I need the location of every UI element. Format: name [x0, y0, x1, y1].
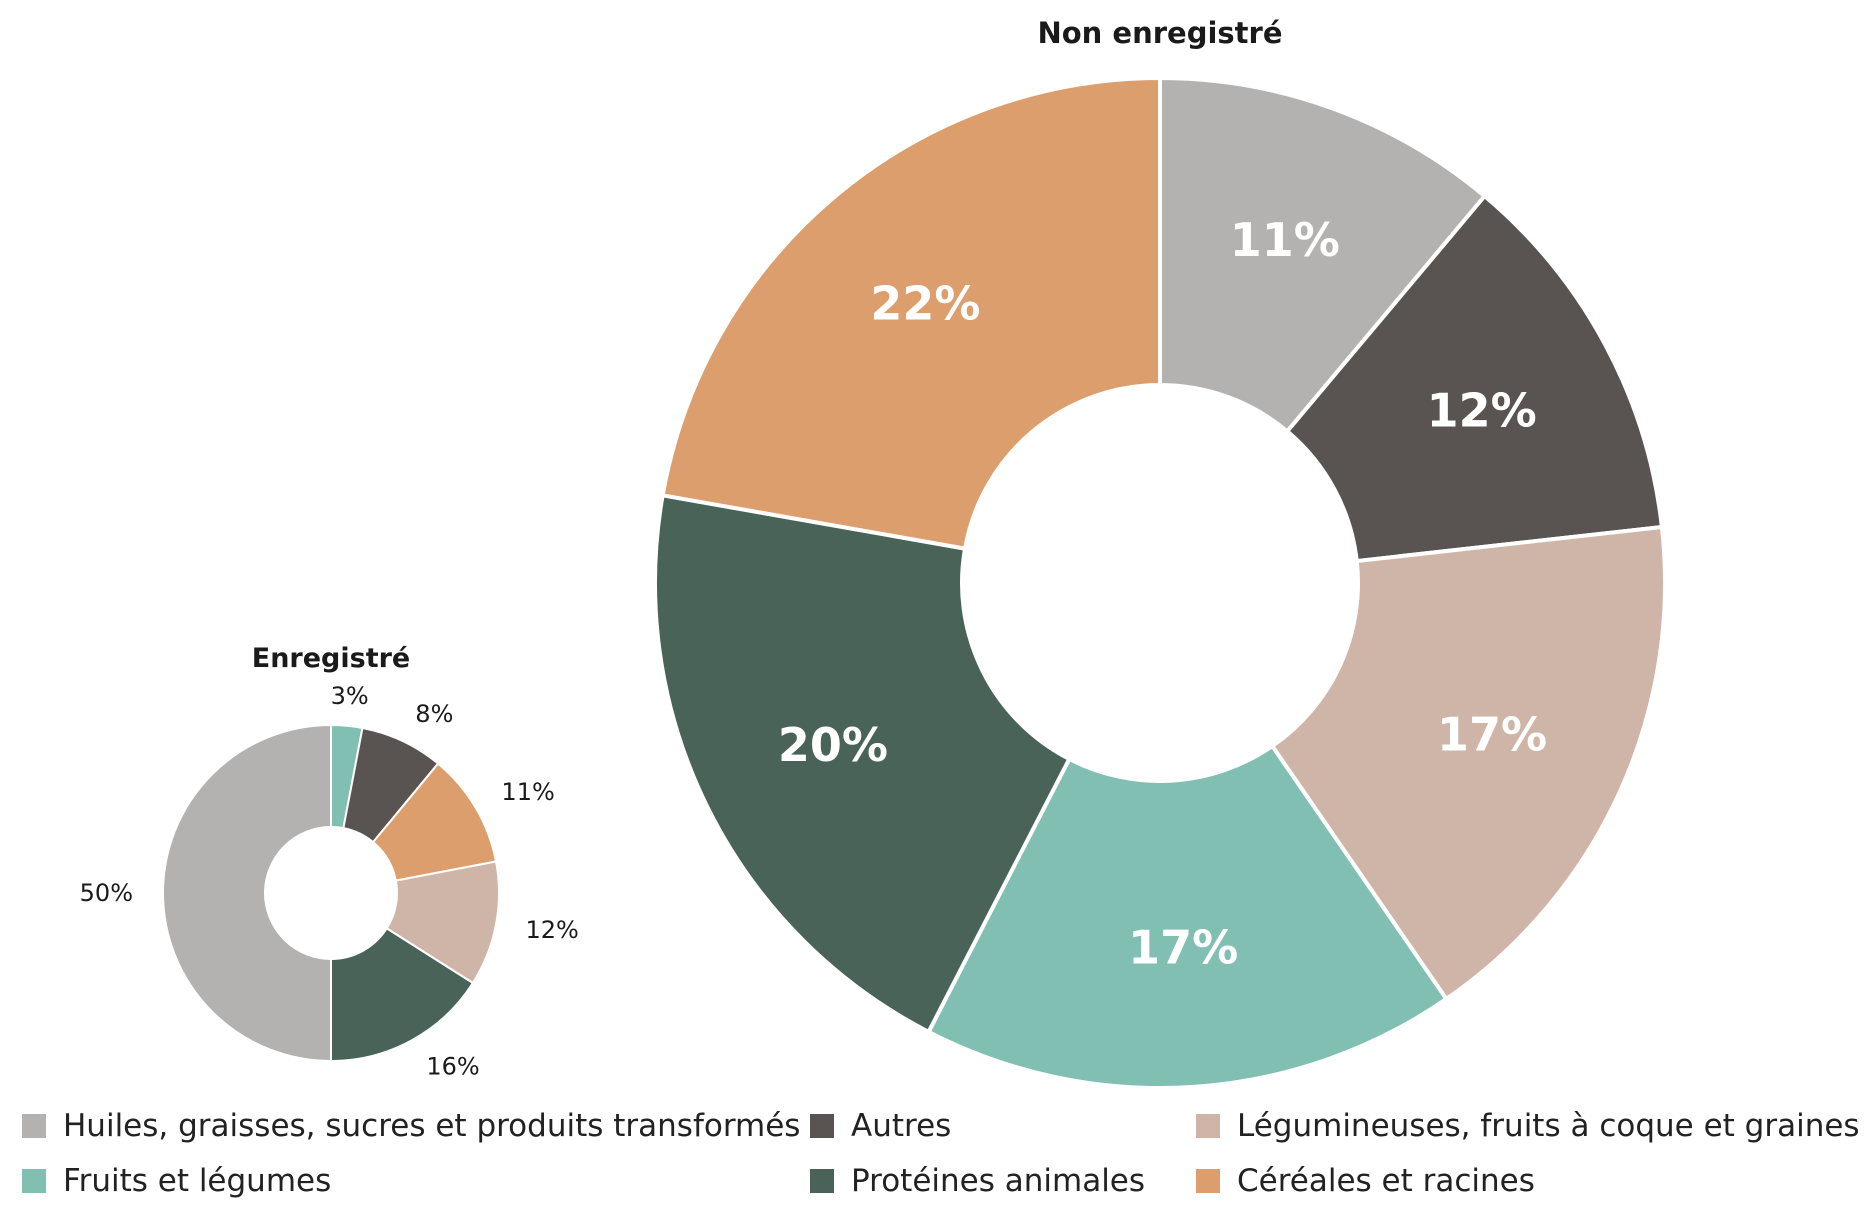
data-label-huiles-graisses-sucres-et-produits-transformes: 11%: [1230, 213, 1340, 267]
slice-legumineuses-fruits-a-coque-et-graines: [1270, 525, 1667, 1001]
legend-item-huiles: Huiles, graisses, sucres et produits tra…: [22, 1108, 800, 1144]
chart-title-non-enregistre: Non enregistré: [1037, 16, 1282, 50]
slice-huiles-graisses-sucres-et-produits-transformes: [1158, 76, 1487, 434]
data-label-autres: 12%: [1427, 384, 1537, 438]
chart-title-enregistre: Enregistré: [252, 643, 410, 674]
legend-label: Céréales et racines: [1237, 1163, 1535, 1199]
legend-label: Huiles, graisses, sucres et produits tra…: [63, 1108, 801, 1144]
data-label-legumineuses-fruits-a-coque-et-graines: 17%: [1437, 708, 1547, 762]
data-label-legumineuses-fruits-a-coque-et-graines: 12%: [525, 916, 578, 944]
slice-cereales-et-racines: [660, 76, 1162, 551]
donut-enregistre: 3% 8% 11% 12% 16% 50%: [80, 682, 579, 1081]
legend-swatch: [22, 1114, 46, 1138]
slice-autres: [1285, 194, 1664, 564]
legend-label: Fruits et légumes: [63, 1163, 332, 1199]
legend-swatch: [22, 1169, 46, 1193]
legend-item-fruits-legumes: Fruits et légumes: [22, 1163, 331, 1199]
slice-proteines-animales: [653, 493, 1072, 1034]
slice-proteines-animales: [330, 927, 474, 1062]
legend-item-proteines: Protéines animales: [810, 1163, 1145, 1199]
legend-item-autres: Autres: [810, 1108, 951, 1144]
legend-swatch: [1196, 1114, 1220, 1138]
data-label-proteines-animales: 20%: [778, 718, 888, 772]
slice-huiles-graisses-sucres-et-produits-transformes: [162, 724, 332, 1062]
legend-swatch: [1196, 1169, 1220, 1193]
legend-label: Autres: [851, 1108, 952, 1144]
legend-item-cereales: Céréales et racines: [1196, 1163, 1535, 1199]
data-label-fruits-et-legumes: 17%: [1128, 920, 1238, 974]
legend-swatch: [810, 1114, 834, 1138]
donut-non-enregistre: 11% 12% 17% 17% 20% 22%: [653, 76, 1667, 1090]
data-label-cereales-et-racines: 11%: [501, 778, 554, 806]
legend-swatch: [810, 1169, 834, 1193]
data-label-cereales-et-racines: 22%: [870, 276, 980, 330]
data-label-autres: 8%: [415, 700, 453, 728]
legend-item-legumineuses: Légumineuses, fruits à coque et graines: [1196, 1108, 1860, 1144]
legend-label: Protéines animales: [851, 1163, 1146, 1199]
slice-fruits-et-legumes: [926, 744, 1449, 1090]
data-label-huiles-graisses-sucres-et-produits-transformes: 50%: [80, 879, 133, 907]
data-label-fruits-et-legumes: 3%: [331, 682, 369, 710]
legend-label: Légumineuses, fruits à coque et graines: [1237, 1108, 1860, 1144]
data-label-proteines-animales: 16%: [426, 1053, 479, 1081]
